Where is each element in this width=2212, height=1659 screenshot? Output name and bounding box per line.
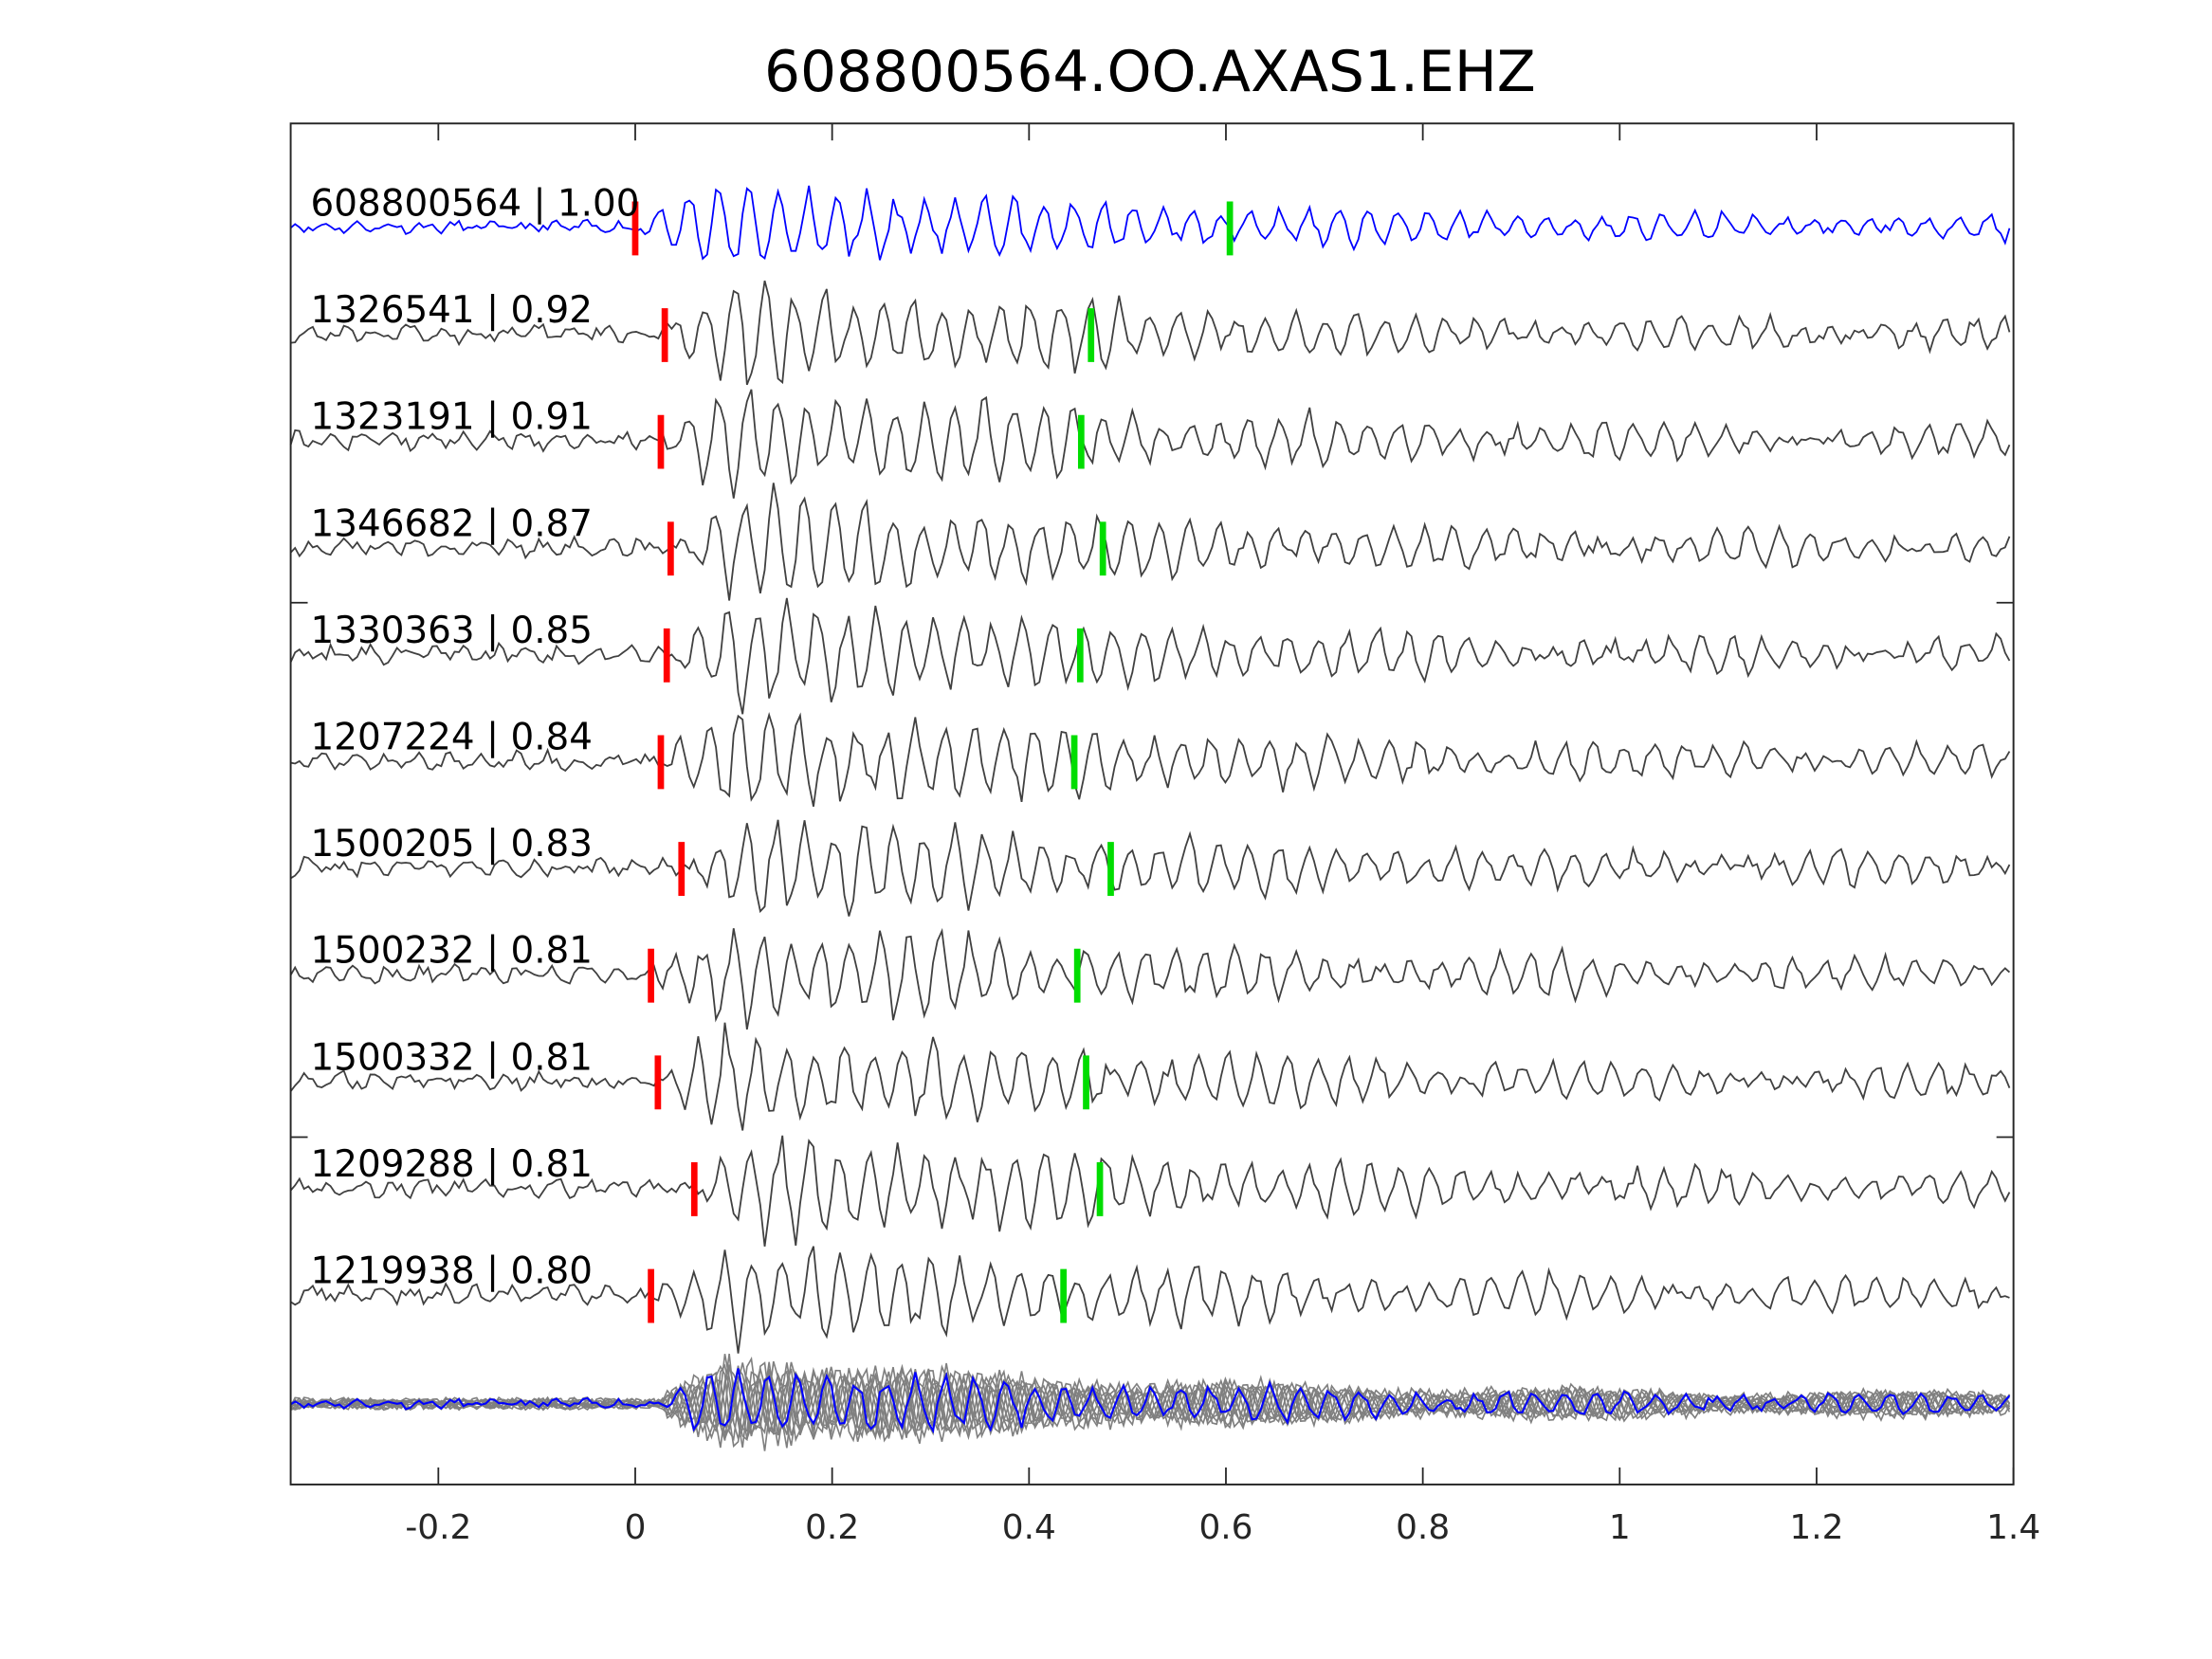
x-tick-label: 1.4: [1986, 1508, 2040, 1547]
x-tick-label: 1.2: [1789, 1508, 1843, 1547]
x-tick-label: 0: [625, 1508, 647, 1547]
waveform-trace: [290, 280, 2011, 386]
stacked-trace: [290, 1353, 2011, 1444]
stacked-trace: [290, 1363, 2011, 1443]
x-tick-label: -0.2: [405, 1508, 471, 1547]
trace-label: 1500332 | 0.81: [311, 1036, 594, 1079]
waveform-trace: [289, 389, 2011, 499]
x-tick-label: 0.2: [805, 1508, 859, 1547]
plot-frame: [289, 122, 2015, 1486]
waveform-trace: [290, 819, 2011, 917]
trace-label: 1209288 | 0.81: [311, 1143, 594, 1186]
trace-label: 1346682 | 0.87: [311, 502, 594, 545]
trace-labels: 608800564 | 1.00 1326541 | 0.92 1323191 | …: [311, 182, 640, 1292]
x-tick-label: 0.6: [1198, 1508, 1252, 1547]
waveform-trace: [289, 1022, 2011, 1131]
waveform-trace: [289, 597, 2011, 715]
x-tick-label: 1: [1609, 1508, 1631, 1547]
trace-label: 1207224 | 0.84: [311, 717, 594, 759]
trace-label: 1500232 | 0.81: [311, 930, 594, 973]
waveform-trace: [290, 711, 2011, 807]
waveform-trace: [289, 185, 2011, 261]
trace-label: 1500205 | 0.83: [311, 823, 594, 866]
axis-ticks: -0.2 0 0.2 0.4 0.6 0.8 1 1.2 1.4: [290, 123, 2040, 1547]
stack-layer: [289, 1353, 2011, 1451]
x-tick-label: 0.4: [1002, 1508, 1056, 1547]
trace-label: 1326541 | 0.92: [311, 289, 594, 332]
traces-layer: [289, 185, 2011, 1354]
stacked-template-trace: [290, 1368, 2011, 1434]
trace-label: 1219938 | 0.80: [311, 1250, 594, 1293]
trace-label: 608800564 | 1.00: [311, 182, 640, 225]
trace-label: 1323191 | 0.91: [311, 396, 594, 439]
stacked-trace: [289, 1360, 2011, 1447]
waveform-trace: [289, 483, 2011, 601]
chart-title: 608800564.OO.AXAS1.EHZ: [764, 39, 1536, 105]
waveform-trace: [289, 927, 2011, 1030]
trace-label: 1330363 | 0.85: [311, 610, 594, 652]
waveform-trace: [290, 1246, 2010, 1354]
waveform-trace: [289, 1135, 2011, 1247]
x-tick-label: 0.8: [1396, 1508, 1450, 1547]
